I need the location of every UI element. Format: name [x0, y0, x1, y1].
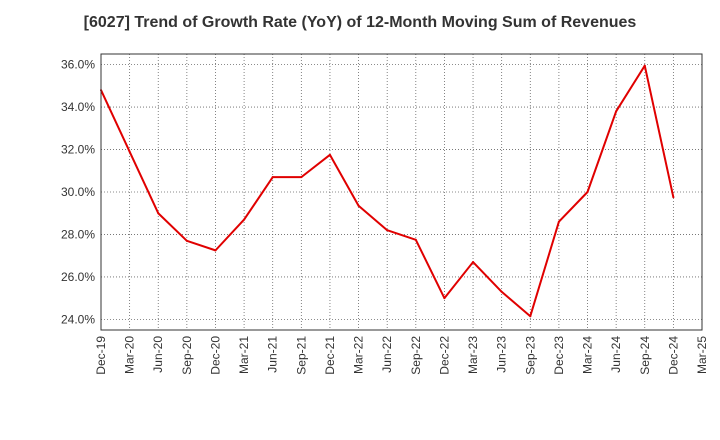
data-point — [214, 249, 217, 252]
data-point — [157, 212, 160, 215]
x-tick-label: Mar-24 — [581, 336, 595, 374]
data-point — [357, 204, 360, 207]
x-tick-label: Mar-21 — [237, 336, 251, 374]
chart-title: [6027] Trend of Growth Rate (YoY) of 12-… — [83, 14, 637, 31]
y-tick-label: 34.0% — [61, 100, 95, 114]
data-point — [643, 64, 646, 67]
x-tick-label: Dec-22 — [437, 336, 451, 375]
x-tick-label: Jun-22 — [380, 336, 394, 373]
data-point — [672, 196, 675, 199]
data-point — [271, 176, 274, 179]
data-point — [472, 261, 475, 264]
x-tick-label: Mar-20 — [123, 336, 137, 374]
y-tick-label: 36.0% — [61, 58, 95, 72]
data-point — [414, 238, 417, 241]
axis-layer: Dec-19 Mar-20 Jun-20 Sep-20 Dec-20 Mar-21 Jun-… — [61, 58, 709, 375]
data-point — [529, 315, 532, 318]
data-point — [243, 218, 246, 221]
x-tick-label: Sep-24 — [638, 336, 652, 375]
x-tick-label: Dec-21 — [323, 336, 337, 375]
data-point — [386, 229, 389, 232]
x-tick-label: Dec-24 — [666, 336, 680, 375]
x-tick-label: Dec-19 — [94, 336, 108, 375]
y-tick-label: 30.0% — [61, 185, 95, 199]
data-point — [586, 191, 589, 193]
y-tick-label: 26.0% — [61, 270, 95, 284]
data-point — [500, 290, 503, 293]
x-tick-label: Sep-21 — [294, 336, 308, 375]
y-tick-label: 24.0% — [61, 312, 95, 326]
x-tick-label: Jun-21 — [266, 336, 280, 373]
x-tick-label: Jun-23 — [495, 336, 509, 373]
data-point — [557, 220, 560, 223]
x-tick-label: Mar-22 — [352, 336, 366, 374]
x-tick-label: Dec-23 — [552, 336, 566, 375]
x-tick-label: Mar-25 — [695, 336, 709, 374]
x-tick-label: Jun-24 — [609, 336, 623, 373]
x-tick-label: Jun-20 — [151, 336, 165, 373]
data-point — [128, 150, 131, 153]
data-point — [615, 110, 618, 113]
x-tick-label: Dec-20 — [208, 336, 222, 375]
y-tick-label: 28.0% — [61, 227, 95, 241]
x-tick-label: Sep-23 — [523, 336, 537, 375]
series-layer — [100, 64, 675, 318]
y-tick-label: 32.0% — [61, 143, 95, 157]
x-tick-label: Sep-22 — [409, 336, 423, 375]
x-tick-label: Sep-20 — [180, 336, 194, 375]
data-point — [328, 153, 331, 156]
data-point — [443, 297, 446, 300]
x-tick-label: Mar-23 — [466, 336, 480, 374]
data-point — [300, 176, 303, 179]
plot-frame — [100, 53, 703, 331]
data-point — [185, 239, 188, 242]
